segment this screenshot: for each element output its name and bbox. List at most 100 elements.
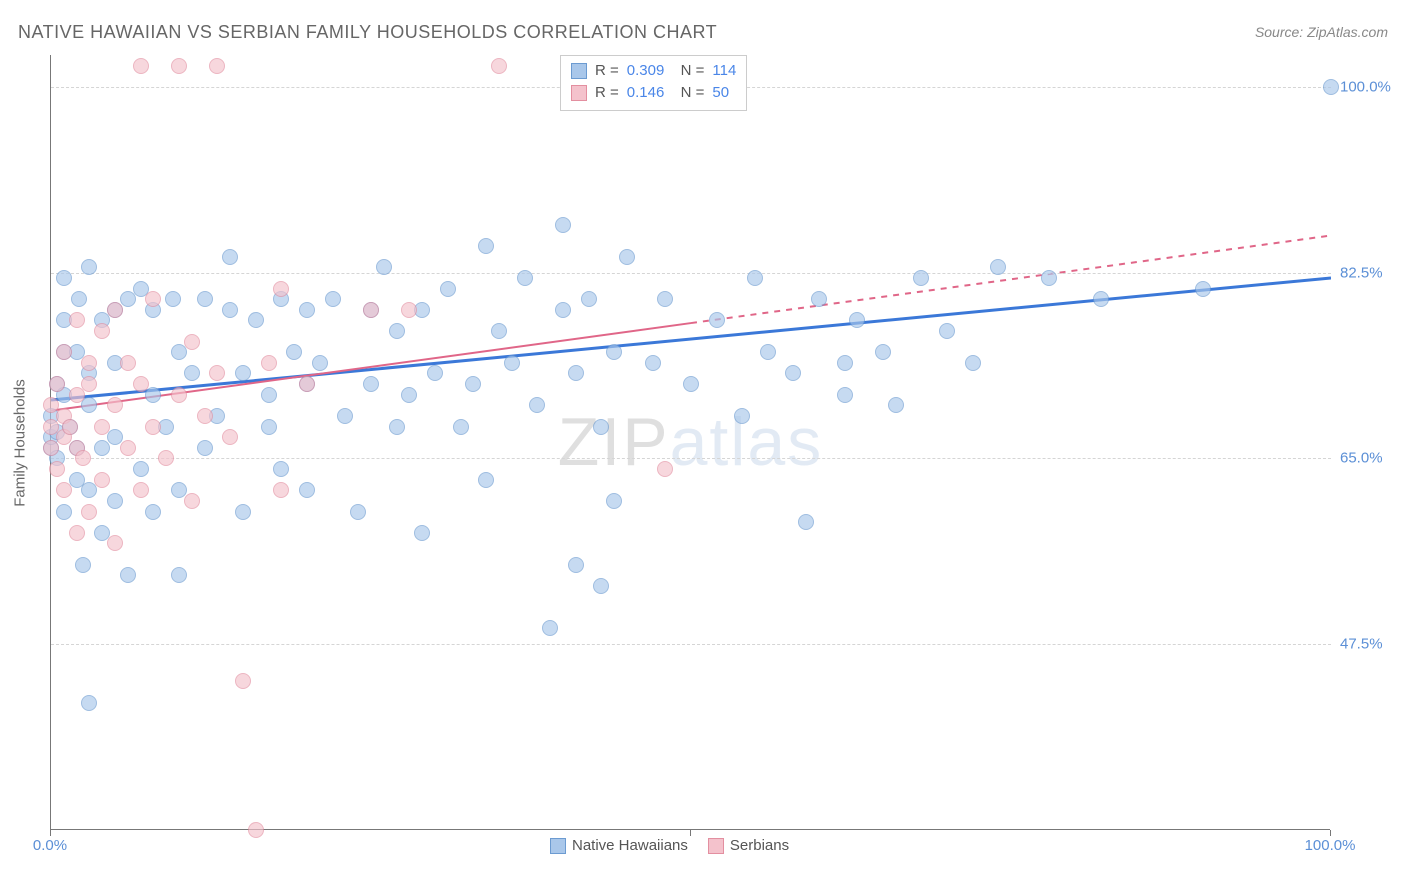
scatter-point-native_hawaiians bbox=[619, 249, 635, 265]
scatter-point-native_hawaiians bbox=[171, 567, 187, 583]
scatter-point-serbians bbox=[56, 344, 72, 360]
scatter-point-serbians bbox=[94, 323, 110, 339]
chart-container: Family Households ZIPatlas R =0.309 N =1… bbox=[50, 55, 1390, 830]
scatter-point-serbians bbox=[120, 440, 136, 456]
scatter-point-serbians bbox=[81, 355, 97, 371]
legend-swatch bbox=[708, 838, 724, 854]
scatter-point-serbians bbox=[81, 376, 97, 392]
scatter-point-native_hawaiians bbox=[849, 312, 865, 328]
scatter-point-serbians bbox=[197, 408, 213, 424]
scatter-point-native_hawaiians bbox=[657, 291, 673, 307]
scatter-point-native_hawaiians bbox=[837, 387, 853, 403]
scatter-point-native_hawaiians bbox=[1093, 291, 1109, 307]
scatter-point-serbians bbox=[491, 58, 507, 74]
scatter-point-serbians bbox=[145, 419, 161, 435]
scatter-point-native_hawaiians bbox=[709, 312, 725, 328]
correlation-legend: R =0.309 N =114R =0.146 N =50 bbox=[560, 55, 747, 111]
scatter-point-serbians bbox=[261, 355, 277, 371]
scatter-point-native_hawaiians bbox=[389, 419, 405, 435]
legend-item-native_hawaiians: Native Hawaiians bbox=[550, 837, 688, 854]
legend-swatch bbox=[571, 63, 587, 79]
y-tick-label: 47.5% bbox=[1340, 636, 1383, 653]
scatter-point-native_hawaiians bbox=[555, 302, 571, 318]
scatter-point-native_hawaiians bbox=[71, 291, 87, 307]
scatter-point-native_hawaiians bbox=[81, 695, 97, 711]
scatter-point-serbians bbox=[133, 482, 149, 498]
scatter-point-native_hawaiians bbox=[811, 291, 827, 307]
trend-lines-layer bbox=[51, 55, 1331, 830]
scatter-point-native_hawaiians bbox=[401, 387, 417, 403]
scatter-point-serbians bbox=[56, 482, 72, 498]
scatter-point-native_hawaiians bbox=[75, 557, 91, 573]
scatter-point-native_hawaiians bbox=[606, 344, 622, 360]
x-tick-label: 100.0% bbox=[1305, 837, 1356, 854]
plot-area: ZIPatlas bbox=[50, 55, 1330, 830]
legend-series-label: Serbians bbox=[730, 837, 789, 854]
scatter-point-native_hawaiians bbox=[645, 355, 661, 371]
scatter-point-native_hawaiians bbox=[363, 376, 379, 392]
scatter-point-native_hawaiians bbox=[465, 376, 481, 392]
scatter-point-serbians bbox=[94, 419, 110, 435]
scatter-point-serbians bbox=[184, 334, 200, 350]
scatter-point-native_hawaiians bbox=[350, 504, 366, 520]
scatter-point-native_hawaiians bbox=[286, 344, 302, 360]
scatter-point-native_hawaiians bbox=[299, 302, 315, 318]
source-attribution: Source: ZipAtlas.com bbox=[1255, 24, 1388, 40]
legend-stat-row-serbians: R =0.146 N =50 bbox=[571, 82, 736, 104]
scatter-point-native_hawaiians bbox=[325, 291, 341, 307]
scatter-point-native_hawaiians bbox=[107, 493, 123, 509]
watermark: ZIPatlas bbox=[558, 403, 823, 481]
legend-n-value: 50 bbox=[712, 82, 729, 104]
scatter-point-native_hawaiians bbox=[593, 578, 609, 594]
scatter-point-serbians bbox=[49, 461, 65, 477]
scatter-point-native_hawaiians bbox=[81, 259, 97, 275]
x-tick-mark bbox=[50, 830, 51, 836]
scatter-point-native_hawaiians bbox=[581, 291, 597, 307]
scatter-point-serbians bbox=[171, 387, 187, 403]
scatter-point-native_hawaiians bbox=[491, 323, 507, 339]
scatter-point-serbians bbox=[248, 822, 264, 838]
scatter-point-serbians bbox=[299, 376, 315, 392]
scatter-point-native_hawaiians bbox=[299, 482, 315, 498]
scatter-point-serbians bbox=[107, 397, 123, 413]
legend-r-label: R = bbox=[595, 82, 619, 104]
scatter-point-native_hawaiians bbox=[568, 365, 584, 381]
x-tick-label: 0.0% bbox=[33, 837, 67, 854]
scatter-point-serbians bbox=[363, 302, 379, 318]
header: NATIVE HAWAIIAN VS SERBIAN FAMILY HOUSEH… bbox=[18, 18, 1388, 46]
scatter-point-native_hawaiians bbox=[875, 344, 891, 360]
scatter-point-native_hawaiians bbox=[145, 504, 161, 520]
legend-r-value: 0.146 bbox=[627, 82, 665, 104]
legend-n-label: N = bbox=[672, 60, 704, 82]
scatter-point-serbians bbox=[69, 525, 85, 541]
x-tick-mark bbox=[1330, 830, 1331, 836]
scatter-point-serbians bbox=[145, 291, 161, 307]
scatter-point-native_hawaiians bbox=[56, 504, 72, 520]
grid-line bbox=[51, 644, 1331, 645]
scatter-point-native_hawaiians bbox=[56, 270, 72, 286]
legend-n-value: 114 bbox=[712, 60, 736, 82]
scatter-point-native_hawaiians bbox=[913, 270, 929, 286]
scatter-point-native_hawaiians bbox=[389, 323, 405, 339]
scatter-point-native_hawaiians bbox=[555, 217, 571, 233]
scatter-point-serbians bbox=[209, 58, 225, 74]
scatter-point-native_hawaiians bbox=[184, 365, 200, 381]
scatter-point-native_hawaiians bbox=[504, 355, 520, 371]
scatter-point-serbians bbox=[158, 450, 174, 466]
scatter-point-serbians bbox=[107, 302, 123, 318]
grid-line bbox=[51, 273, 1331, 274]
series-legend: Native Hawaiians Serbians bbox=[550, 837, 789, 854]
legend-stat-row-native_hawaiians: R =0.309 N =114 bbox=[571, 60, 736, 82]
scatter-point-native_hawaiians bbox=[683, 376, 699, 392]
scatter-point-serbians bbox=[133, 58, 149, 74]
scatter-point-native_hawaiians bbox=[965, 355, 981, 371]
scatter-point-serbians bbox=[62, 419, 78, 435]
scatter-point-serbians bbox=[107, 535, 123, 551]
scatter-point-native_hawaiians bbox=[593, 419, 609, 435]
scatter-point-serbians bbox=[81, 504, 97, 520]
scatter-point-serbians bbox=[222, 429, 238, 445]
scatter-point-serbians bbox=[94, 472, 110, 488]
scatter-point-native_hawaiians bbox=[747, 270, 763, 286]
watermark-z: Z bbox=[558, 404, 602, 480]
scatter-point-serbians bbox=[273, 281, 289, 297]
